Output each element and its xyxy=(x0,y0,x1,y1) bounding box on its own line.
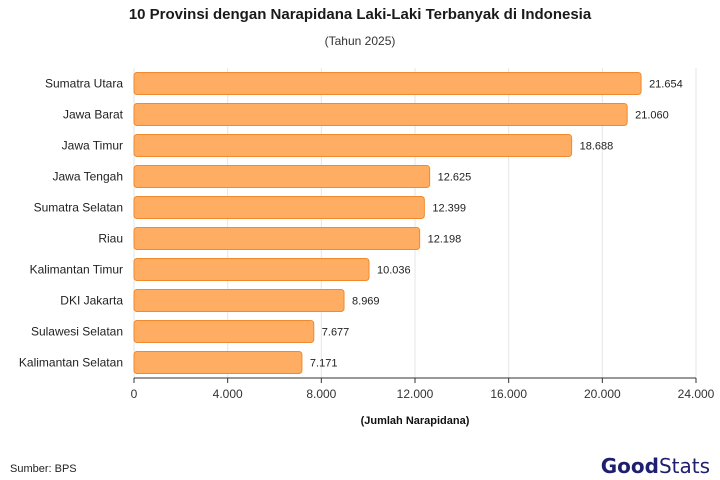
value-label: 8.969 xyxy=(352,296,380,308)
goodstats-logo: GoodStats xyxy=(601,454,710,478)
logo-stats-text: Stats xyxy=(658,454,710,478)
category-label: Jawa Tengah xyxy=(53,170,124,184)
category-label: Jawa Timur xyxy=(62,139,123,153)
category-label: Jawa Barat xyxy=(63,108,124,122)
value-label: 12.399 xyxy=(432,203,466,215)
bar xyxy=(133,320,315,343)
x-axis-label: (Jumlah Narapidana) xyxy=(360,415,470,427)
bar xyxy=(133,72,642,95)
category-label: Kalimantan Selatan xyxy=(19,356,123,370)
chart-subtitle: (Tahun 2025) xyxy=(324,34,396,48)
x-tick-label: 24.000 xyxy=(678,387,715,401)
bar xyxy=(133,165,431,188)
value-label: 7.171 xyxy=(310,358,338,370)
x-tick-label: 16.000 xyxy=(490,387,527,401)
bar xyxy=(133,134,573,157)
category-label: Sumatra Selatan xyxy=(34,201,123,215)
source-note: Sumber: BPS xyxy=(10,463,77,475)
x-tick-label: 20.000 xyxy=(584,387,621,401)
category-label: Sumatra Utara xyxy=(45,77,123,91)
value-label: 12.198 xyxy=(428,234,462,246)
value-label: 21.654 xyxy=(649,79,683,91)
x-tick-label: 4.000 xyxy=(213,387,243,401)
value-label: 12.625 xyxy=(438,172,472,184)
value-label: 7.677 xyxy=(322,327,350,339)
category-label: Sulawesi Selatan xyxy=(31,325,123,339)
x-tick-label: 0 xyxy=(131,387,138,401)
x-tick-label: 12.000 xyxy=(397,387,434,401)
category-label: DKI Jakarta xyxy=(60,294,123,308)
bar xyxy=(133,351,303,374)
value-label: 21.060 xyxy=(635,110,669,122)
bar xyxy=(133,103,628,126)
value-label: 18.688 xyxy=(580,141,614,153)
chart-title: 10 Provinsi dengan Narapidana Laki-Laki … xyxy=(128,6,592,23)
category-label: Kalimantan Timur xyxy=(30,263,123,277)
bar xyxy=(133,227,421,250)
bar xyxy=(133,258,370,281)
value-label: 10.036 xyxy=(377,265,411,277)
bar xyxy=(133,196,425,219)
bar xyxy=(133,289,345,312)
x-tick-label: 8.000 xyxy=(306,387,336,401)
category-label: Riau xyxy=(98,232,123,246)
logo-good-text: Good xyxy=(600,454,659,478)
